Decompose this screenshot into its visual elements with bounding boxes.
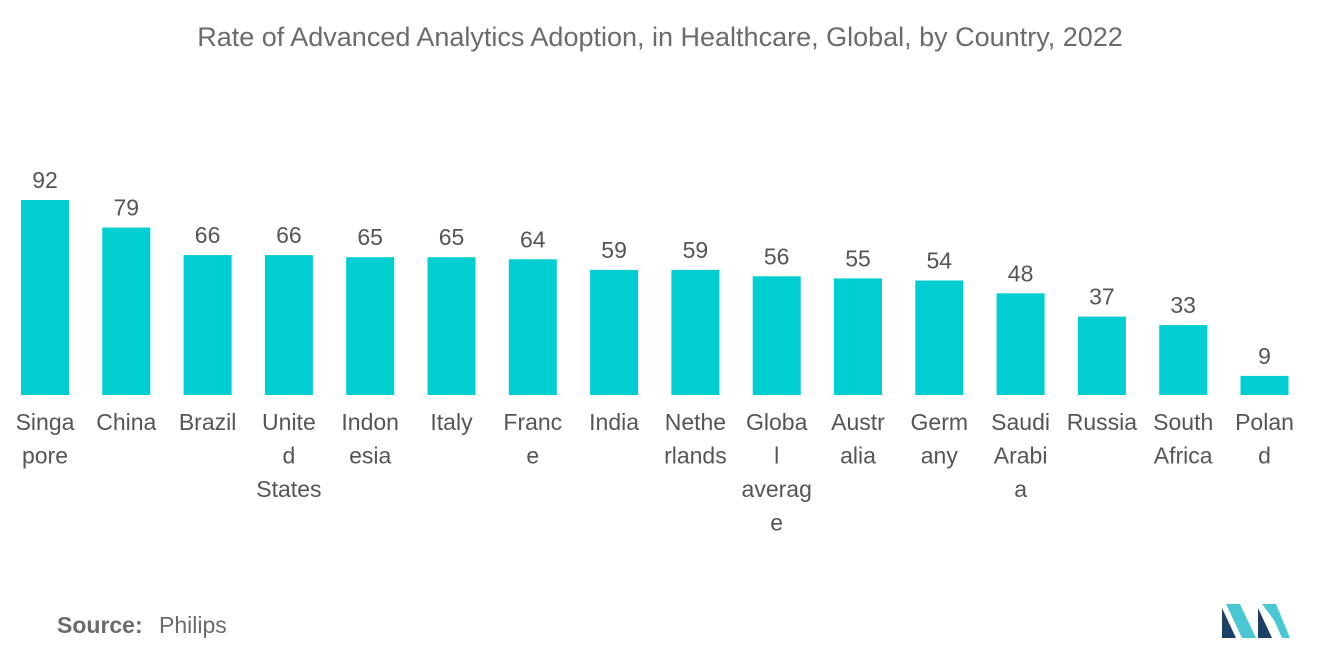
category-label: Austr alia xyxy=(831,409,885,469)
bar-south-africa xyxy=(1159,325,1208,395)
category-label-line: China xyxy=(96,409,156,435)
bar-chart: 92 Singa pore 79 China 66 Brazil 66 Unite d States… xyxy=(16,167,1294,536)
logo-shape-tail xyxy=(1262,604,1290,638)
bar-france xyxy=(508,259,557,395)
category-label-line: pore xyxy=(22,443,68,469)
bar-australia xyxy=(834,278,882,395)
bar-saudi-arabia xyxy=(996,293,1045,395)
category-label-line: Arabi xyxy=(994,443,1048,469)
value-label: 48 xyxy=(1008,260,1034,286)
category-label: Brazil xyxy=(179,409,237,435)
value-label: 92 xyxy=(32,167,58,193)
category-label-line: Russia xyxy=(1067,409,1138,435)
category-label-line: Africa xyxy=(1154,443,1213,469)
bar-united-states xyxy=(264,255,313,395)
value-label: 59 xyxy=(683,237,709,263)
category-label: Saudi Arabi a xyxy=(991,409,1050,502)
category-label-line: Brazil xyxy=(179,409,237,435)
category-label-line: Austr xyxy=(831,409,885,435)
category-label-line: Singa xyxy=(16,409,75,435)
category-label-line: averag xyxy=(742,476,812,502)
value-label: 9 xyxy=(1258,343,1271,369)
category-label: Indon esia xyxy=(341,409,399,469)
category-label-line: Polan xyxy=(1235,409,1294,435)
category-label-line: alia xyxy=(840,443,876,469)
value-label: 55 xyxy=(845,245,871,271)
source-note: Source: Philips xyxy=(57,612,227,639)
bar-indonesia xyxy=(346,257,395,395)
category-label-line: Globa xyxy=(746,409,808,435)
category-label-line: Unite xyxy=(262,409,316,435)
bar-brazil xyxy=(183,255,232,395)
bar-india xyxy=(590,269,639,395)
category-label-line: rlands xyxy=(664,443,727,469)
category-label: Russia xyxy=(1067,409,1138,435)
bar-russia xyxy=(1077,316,1126,395)
category-label: China xyxy=(96,409,156,435)
source-value: Philips xyxy=(159,612,227,638)
category-label: Germ any xyxy=(911,409,969,469)
value-label: 59 xyxy=(601,237,627,263)
category-label-line: States xyxy=(256,476,321,502)
category-label-line: any xyxy=(921,443,959,469)
bar-germany xyxy=(915,280,964,395)
logo-shape-mid xyxy=(1226,604,1256,638)
category-label-line: esia xyxy=(349,443,391,469)
value-label: 66 xyxy=(276,222,302,248)
category-label: Singa pore xyxy=(16,409,75,469)
logo-shape-right xyxy=(1258,608,1272,638)
logo-shape-left xyxy=(1222,608,1236,638)
category-label-line: Saudi xyxy=(991,409,1050,435)
category-label-line: Indon xyxy=(341,409,399,435)
value-label: 54 xyxy=(927,248,953,274)
bar-china xyxy=(102,227,151,395)
value-label: 66 xyxy=(195,222,221,248)
category-label: Polan d xyxy=(1235,409,1294,469)
value-label: 64 xyxy=(520,226,546,252)
value-label: 56 xyxy=(764,243,790,269)
category-label-line: South xyxy=(1153,409,1213,435)
category-label: South Africa xyxy=(1153,409,1213,469)
value-label: 65 xyxy=(439,224,465,250)
category-label: Nethe rlands xyxy=(664,409,727,469)
category-label-line: a xyxy=(1014,476,1027,502)
category-label-line: d xyxy=(283,443,296,469)
category-label-line: Italy xyxy=(430,409,473,435)
value-label: 37 xyxy=(1089,284,1115,310)
bar-netherlands xyxy=(671,269,720,395)
bar-global-average xyxy=(752,276,801,395)
category-label-line: e xyxy=(526,443,539,469)
category-label: Globa l averag e xyxy=(742,409,812,536)
chart-title: Rate of Advanced Analytics Adoption, in … xyxy=(197,22,1123,52)
category-label: India xyxy=(589,409,639,435)
brand-logo xyxy=(1222,604,1290,638)
category-label-line: Franc xyxy=(503,409,562,435)
category-label-line: Germ xyxy=(911,409,969,435)
value-label: 65 xyxy=(357,224,383,250)
category-label: Unite d States xyxy=(256,409,321,502)
category-label-line: l xyxy=(774,443,779,469)
category-label-line: e xyxy=(770,510,783,536)
bar-singapore xyxy=(21,200,69,395)
bar-italy xyxy=(427,257,476,395)
category-label-line: d xyxy=(1258,443,1271,469)
value-label: 33 xyxy=(1170,292,1196,318)
category-label: Franc e xyxy=(503,409,562,469)
value-label: 79 xyxy=(114,195,140,221)
bar-poland xyxy=(1240,375,1289,395)
source-label: Source: xyxy=(57,612,143,638)
category-label-line: India xyxy=(589,409,639,435)
category-label: Italy xyxy=(430,409,473,435)
category-label-line: Nethe xyxy=(665,409,726,435)
